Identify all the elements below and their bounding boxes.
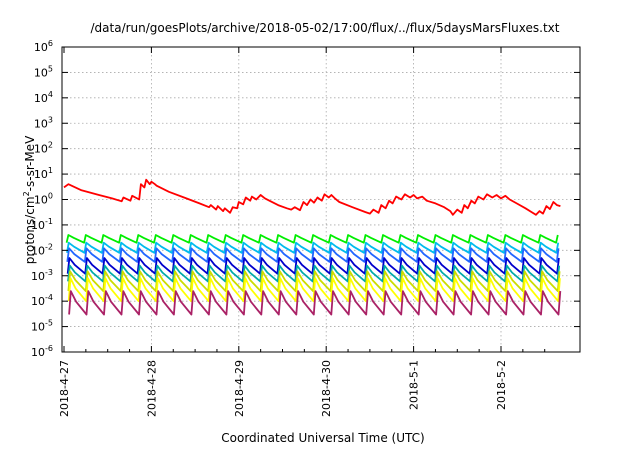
y-axis-label: protons/cm2-s-sr-MeV [22,135,37,264]
grid-lines [62,47,580,352]
y-tick-label: 10-6 [31,344,53,359]
x-tick-label: 2018-4-29 [233,360,246,417]
axis-ticks [62,46,580,353]
y-tick-exponent: -4 [45,293,53,302]
y-tick-exponent: -2 [45,242,53,251]
y-tick-exponent: -3 [45,268,53,277]
y-tick-base: 10 [34,168,48,181]
x-tick-label: 2018-4-28 [145,360,158,417]
y-tick-label: 10-4 [31,293,53,308]
y-tick-base: 10 [34,117,48,130]
y-tick-exponent: 1 [48,166,53,175]
y-tick-base: 10 [31,219,45,232]
y-tick-base: 10 [34,66,48,79]
y-tick-label: 10-2 [31,242,53,257]
y-tick-exponent: 6 [48,39,53,48]
x-tick-label: 2018-4-27 [58,360,71,417]
y-tick-base: 10 [34,143,48,156]
y-axis-label-post: -s-sr-MeV [23,135,37,191]
proton-flux-series-1 [65,234,559,244]
proton-flux-series-8 [68,290,562,316]
y-tick-exponent: 4 [48,90,53,99]
y-tick-base: 10 [31,244,45,257]
y-tick-exponent: -5 [45,319,53,328]
y-tick-label: 10-3 [31,268,53,283]
y-tick-exponent: 0 [48,192,53,201]
x-tick-label: 2018-5-2 [495,360,508,410]
y-tick-exponent: 5 [48,64,53,73]
y-tick-base: 10 [31,321,45,334]
y-tick-base: 10 [31,270,45,283]
proton-flux-series-6 [67,270,561,292]
x-tick-labels: 2018-4-27 2018-4-28 2018-4-29 2018-4-30 2018… [58,360,508,417]
x-tick-label: 2018-5-1 [408,360,421,410]
y-tick-label: 103 [34,115,53,130]
y-tick-base: 10 [34,194,48,207]
y-tick-exponent: -1 [45,217,53,226]
proton-flux-series-3 [66,247,560,263]
proton-flux-series-7 [67,277,561,303]
chart-title: /data/run/goesPlots/archive/2018-05-02/1… [91,21,560,35]
y-tick-label: 10-1 [31,217,53,232]
y-tick-label: 104 [34,90,53,105]
y-tick-exponent: 3 [48,115,53,124]
x-axis-label: Coordinated Universal Time (UTC) [221,431,424,445]
proton-flux-series-2 [66,241,560,254]
x-tick-label: 2018-4-30 [320,360,333,417]
y-tick-label: 10-5 [31,319,53,334]
y-tick-base: 10 [34,41,48,54]
y-tick-base: 10 [34,92,48,105]
y-tick-label: 100 [34,192,53,207]
y-axis-label-pre: protons/cm [23,196,37,264]
y-tick-label: 106 [34,39,53,54]
series-lines [63,178,562,316]
y-tick-base: 10 [31,295,45,308]
y-axis-label-sup: 2 [22,191,31,196]
y-tick-base: 10 [31,346,45,359]
proton-flux-series-5 [67,264,561,283]
y-tick-label: 101 [34,166,53,181]
y-tick-label: 102 [34,141,53,156]
y-tick-exponent: -6 [45,344,53,353]
y-tick-labels: 10-610-510-410-310-210-11001011021031041… [31,39,53,359]
y-tick-exponent: 2 [48,141,53,150]
y-tick-label: 105 [34,64,53,79]
red-flux-series [63,178,561,216]
proton-flux-series-4 [66,257,560,275]
